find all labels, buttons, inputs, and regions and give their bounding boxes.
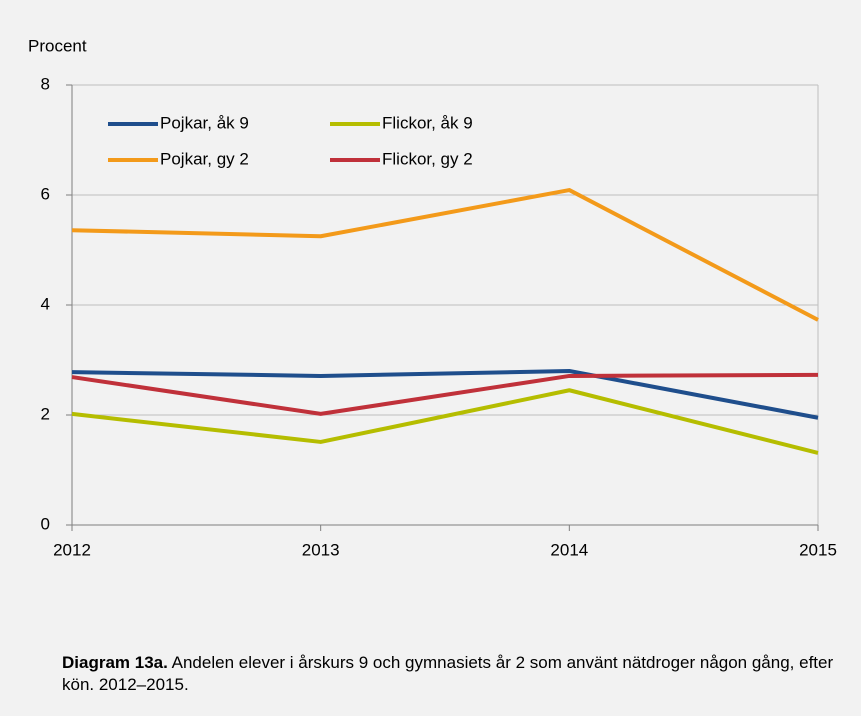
x-tick-label: 2014 [550,540,588,559]
data-line [71,188,819,322]
x-tick-label: 2015 [799,540,837,559]
y-tick-label: 4 [41,294,50,313]
x-tick-label: 2012 [53,540,91,559]
y-tick-label: 2 [41,404,50,423]
caption: Diagram 13a. Andelen elever i årskurs 9 … [62,652,852,696]
chart: Procent 0 2 4 6 8 2012 2013 2014 2015 Pojkar, åk … [28,36,837,559]
data-line [71,372,819,416]
legend-label: Pojkar, åk 9 [160,113,249,132]
data-line [71,388,819,455]
x-tick-label: 2013 [302,540,340,559]
y-axis-label: Procent [28,36,87,55]
legend-label: Flickor, gy 2 [382,149,473,168]
legend-label: Pojkar, gy 2 [160,149,249,168]
legend-label: Flickor, åk 9 [382,113,473,132]
caption-text: Andelen elever i årskurs 9 och gymnasiet… [62,653,834,694]
y-tick-label: 0 [41,514,50,533]
data-line [71,369,819,420]
y-tick-label: 6 [41,184,50,203]
y-tick-label: 8 [41,74,50,93]
caption-label: Diagram 13a. [62,653,168,672]
